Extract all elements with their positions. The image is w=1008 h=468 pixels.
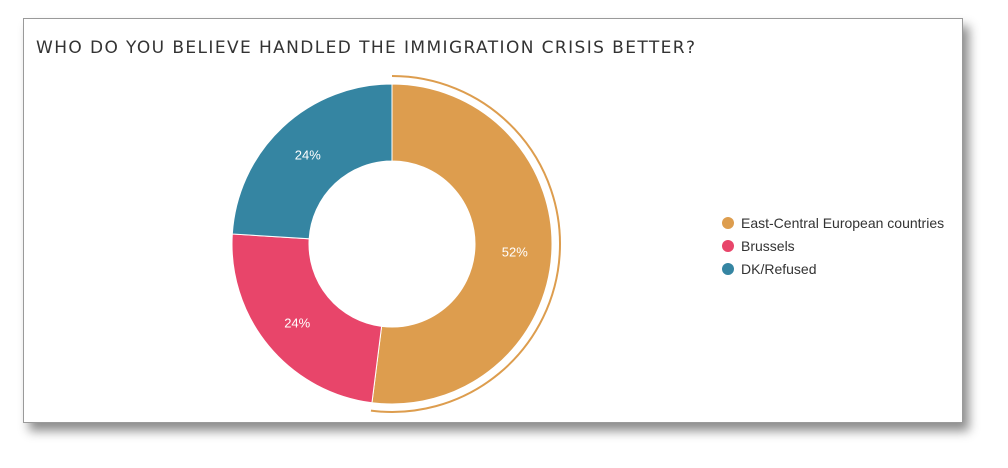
slice-dk-refused[interactable] bbox=[231, 83, 393, 240]
legend-label: Brussels bbox=[741, 237, 795, 254]
donut-chart: 52% 24% 24% bbox=[231, 75, 561, 413]
legend-item-brussels[interactable]: Brussels bbox=[722, 234, 944, 257]
legend-swatch bbox=[722, 262, 734, 275]
legend-swatch bbox=[722, 216, 734, 229]
legend-label: East-Central European countries bbox=[741, 214, 945, 231]
legend-item-east-central-european-countries[interactable]: East-Central European countries bbox=[722, 211, 944, 234]
chart-title: WHO DO YOU BELIEVE HANDLED THE IMMIGRATI… bbox=[36, 38, 697, 58]
slice-label-brussels: 24% bbox=[284, 315, 310, 330]
highlight-ring-east-central-european-countries bbox=[370, 75, 561, 413]
chart-panel: WHO DO YOU BELIEVE HANDLED THE IMMIGRATI… bbox=[23, 18, 963, 423]
legend-label: DK/Refused bbox=[741, 260, 817, 277]
slice-label-east-central-european-countries: 52% bbox=[502, 245, 528, 260]
slice-east-central-european-countries[interactable] bbox=[371, 83, 553, 405]
slice-brussels[interactable] bbox=[231, 233, 383, 404]
legend-item-dk-refused[interactable]: DK/Refused bbox=[722, 257, 944, 280]
chart-legend: East-Central European countries Brussels D… bbox=[722, 211, 944, 280]
slice-label-dk-refused: 24% bbox=[295, 147, 321, 162]
legend-swatch bbox=[722, 239, 734, 252]
